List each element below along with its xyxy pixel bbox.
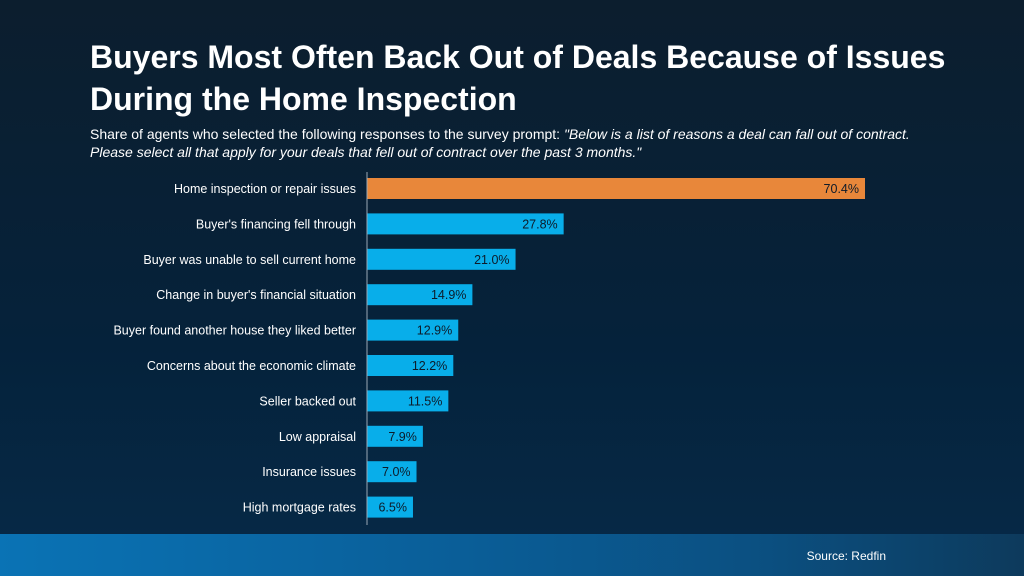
bar	[367, 425, 423, 447]
category-label: Insurance issues	[262, 465, 356, 479]
data-label: 12.9%	[417, 324, 452, 338]
data-label: 7.9%	[388, 430, 417, 444]
chart-subtitle: Share of agents who selected the followi…	[90, 125, 950, 161]
category-label: Home inspection or repair issues	[174, 182, 356, 196]
category-label: Buyer's financing fell through	[196, 217, 356, 231]
category-label: Change in buyer's financial situation	[156, 288, 356, 302]
bar	[367, 248, 516, 270]
footer-band: Source: Redfin	[0, 534, 1024, 576]
category-label: High mortgage rates	[243, 501, 356, 515]
category-label: Seller backed out	[259, 394, 356, 408]
bar	[367, 390, 449, 412]
bar	[367, 213, 564, 235]
bar	[367, 319, 459, 341]
data-label: 11.5%	[408, 394, 443, 408]
data-label: 12.2%	[412, 359, 447, 373]
data-label: 7.0%	[382, 465, 411, 479]
bar	[367, 178, 865, 199]
category-label: Low appraisal	[279, 430, 356, 444]
source-label: Source: Redfin	[806, 549, 886, 563]
subtitle-text: Share of agents who selected the followi…	[90, 126, 564, 142]
data-label: 6.5%	[378, 501, 407, 515]
chart-title: Buyers Most Often Back Out of Deals Beca…	[90, 39, 946, 117]
data-label: 70.4%	[824, 182, 859, 196]
bar	[367, 496, 413, 518]
category-label: Concerns about the economic climate	[147, 359, 356, 373]
data-label: 21.0%	[474, 253, 509, 267]
category-label: Buyer was unable to sell current home	[143, 253, 356, 267]
bar	[367, 284, 473, 306]
data-label: 27.8%	[522, 217, 557, 231]
bar	[367, 355, 454, 376]
bar	[367, 461, 417, 483]
subtitle-quote: "Below is a list of reasons a deal can f…	[90, 126, 910, 160]
data-label: 14.9%	[431, 288, 466, 302]
category-label: Buyer found another house they liked bet…	[113, 324, 356, 338]
